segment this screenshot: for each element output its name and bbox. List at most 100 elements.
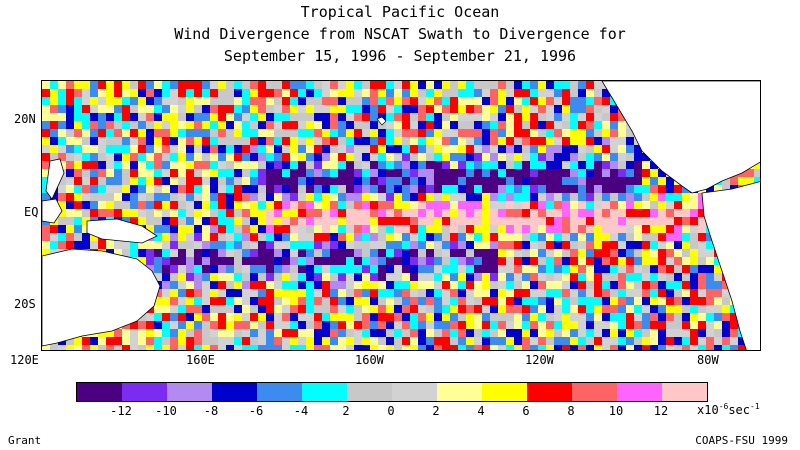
divergence-cell bbox=[626, 193, 634, 201]
divergence-cell bbox=[650, 289, 658, 297]
divergence-cell bbox=[634, 201, 642, 209]
divergence-cell bbox=[418, 105, 426, 113]
divergence-cell bbox=[370, 169, 378, 177]
divergence-cell bbox=[98, 89, 106, 97]
divergence-cell bbox=[234, 257, 242, 265]
divergence-cell bbox=[298, 177, 306, 185]
divergence-cell bbox=[178, 345, 186, 350]
divergence-cell bbox=[730, 321, 738, 329]
divergence-cell bbox=[418, 329, 426, 337]
divergence-cell bbox=[274, 177, 282, 185]
divergence-cell bbox=[178, 257, 186, 265]
divergence-cell bbox=[658, 297, 666, 305]
divergence-cell bbox=[594, 313, 602, 321]
divergence-cell bbox=[586, 233, 594, 241]
divergence-cell bbox=[714, 321, 722, 329]
divergence-cell bbox=[514, 121, 522, 129]
divergence-cell bbox=[354, 137, 362, 145]
divergence-cell bbox=[354, 305, 362, 313]
divergence-cell bbox=[242, 209, 250, 217]
divergence-cell bbox=[362, 305, 370, 313]
divergence-cell bbox=[434, 257, 442, 265]
divergence-cell bbox=[242, 241, 250, 249]
divergence-cell bbox=[170, 217, 178, 225]
divergence-cell bbox=[210, 241, 218, 249]
divergence-cell bbox=[194, 153, 202, 161]
divergence-cell bbox=[114, 201, 122, 209]
divergence-cell bbox=[162, 273, 170, 281]
divergence-cell bbox=[554, 321, 562, 329]
divergence-cell bbox=[218, 281, 226, 289]
divergence-cell bbox=[154, 169, 162, 177]
divergence-cell bbox=[562, 97, 570, 105]
divergence-cell bbox=[226, 321, 234, 329]
divergence-cell bbox=[186, 161, 194, 169]
divergence-cell bbox=[594, 305, 602, 313]
divergence-cell bbox=[458, 241, 466, 249]
divergence-cell bbox=[442, 129, 450, 137]
divergence-cell bbox=[314, 185, 322, 193]
divergence-cell bbox=[482, 129, 490, 137]
divergence-cell bbox=[290, 209, 298, 217]
divergence-cell bbox=[274, 137, 282, 145]
divergence-cell bbox=[330, 145, 338, 153]
divergence-cell bbox=[258, 161, 266, 169]
divergence-cell bbox=[386, 345, 394, 350]
divergence-cell bbox=[402, 249, 410, 257]
divergence-cell bbox=[634, 169, 642, 177]
divergence-cell bbox=[634, 153, 642, 161]
divergence-cell bbox=[290, 329, 298, 337]
divergence-cell bbox=[186, 121, 194, 129]
divergence-cell bbox=[258, 233, 266, 241]
divergence-cell bbox=[458, 177, 466, 185]
divergence-cell bbox=[474, 201, 482, 209]
divergence-cell bbox=[394, 81, 402, 89]
divergence-cell bbox=[530, 321, 538, 329]
divergence-cell bbox=[642, 289, 650, 297]
divergence-cell bbox=[178, 81, 186, 89]
divergence-cell bbox=[66, 185, 74, 193]
divergence-cell bbox=[58, 137, 66, 145]
divergence-cell bbox=[402, 81, 410, 89]
divergence-cell bbox=[474, 97, 482, 105]
divergence-cell bbox=[298, 113, 306, 121]
divergence-cell bbox=[330, 153, 338, 161]
divergence-cell bbox=[418, 273, 426, 281]
colorbar-cell bbox=[302, 383, 347, 401]
divergence-cell bbox=[106, 121, 114, 129]
divergence-cell bbox=[458, 97, 466, 105]
divergence-cell bbox=[250, 289, 258, 297]
divergence-cell bbox=[90, 337, 98, 345]
divergence-cell bbox=[346, 129, 354, 137]
divergence-cell bbox=[114, 177, 122, 185]
divergence-cell bbox=[146, 257, 154, 265]
divergence-cell bbox=[138, 169, 146, 177]
divergence-cell bbox=[218, 113, 226, 121]
divergence-cell bbox=[194, 337, 202, 345]
divergence-cell bbox=[626, 313, 634, 321]
divergence-cell bbox=[466, 329, 474, 337]
divergence-cell bbox=[370, 129, 378, 137]
divergence-cell bbox=[682, 305, 690, 313]
divergence-cell bbox=[426, 161, 434, 169]
divergence-cell bbox=[490, 169, 498, 177]
divergence-cell bbox=[306, 161, 314, 169]
divergence-cell bbox=[194, 297, 202, 305]
divergence-cell bbox=[274, 225, 282, 233]
divergence-cell bbox=[570, 257, 578, 265]
divergence-cell bbox=[594, 201, 602, 209]
divergence-cell bbox=[594, 121, 602, 129]
divergence-cell bbox=[698, 337, 706, 345]
divergence-cell bbox=[530, 113, 538, 121]
divergence-cell bbox=[106, 89, 114, 97]
divergence-cell bbox=[298, 209, 306, 217]
divergence-cell bbox=[306, 273, 314, 281]
divergence-cell bbox=[66, 129, 74, 137]
divergence-cell bbox=[298, 257, 306, 265]
divergence-cell bbox=[138, 185, 146, 193]
divergence-cell bbox=[250, 281, 258, 289]
divergence-cell bbox=[306, 105, 314, 113]
divergence-cell bbox=[530, 137, 538, 145]
divergence-cell bbox=[66, 209, 74, 217]
divergence-cell bbox=[570, 321, 578, 329]
